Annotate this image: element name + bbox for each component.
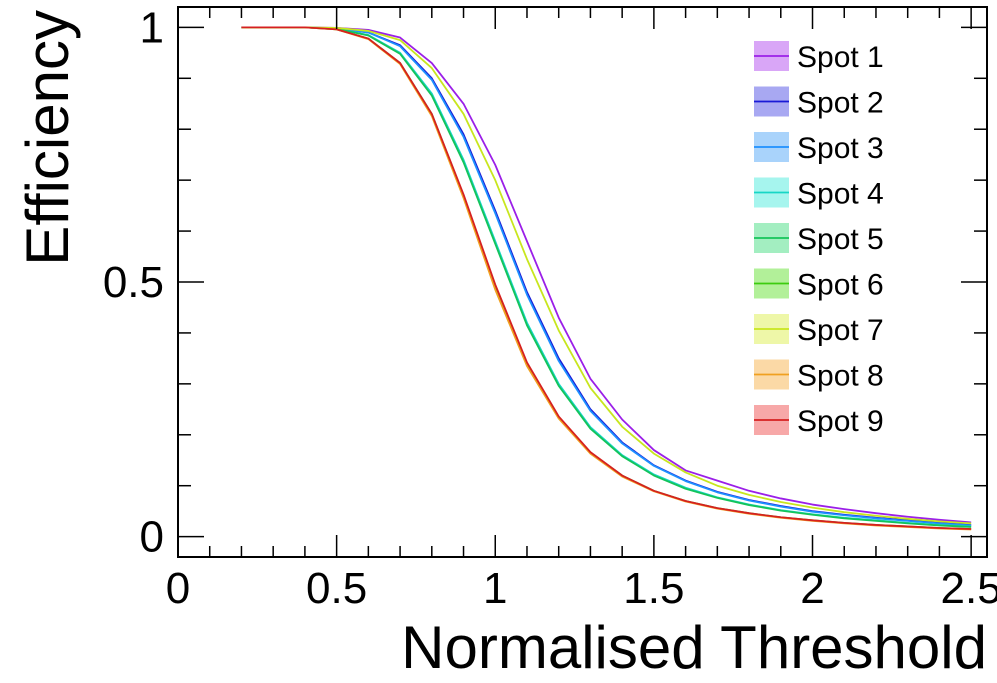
x-tick-label: 0.5: [306, 564, 367, 613]
legend-label: Spot 8: [797, 360, 884, 393]
legend: Spot 1 Spot 2 Spot 3 Spot 4 Spot 5 Spot 6 Spot…: [754, 41, 884, 438]
legend-entry-spot-7: Spot 7: [754, 314, 884, 347]
y-tick-label: 0.5: [103, 258, 164, 307]
legend-label: Spot 7: [797, 314, 884, 347]
y-tick-label: 0: [140, 513, 164, 562]
x-tick-label: 0: [166, 564, 190, 613]
axis-tick-labels: 0 0.5 1 1.5 2 2.5 0 0.5 1: [103, 3, 997, 613]
x-tick-label: 1.5: [623, 564, 684, 613]
series-line-spot-7: [241, 26, 972, 525]
curves-layer: [241, 26, 972, 531]
legend-entry-spot-2: Spot 2: [754, 86, 884, 120]
axis-ticks: [177, 7, 987, 557]
legend-entry-spot-8: Spot 8: [754, 359, 884, 393]
y-axis-label: Efficiency: [14, 10, 81, 266]
x-axis-label: Normalised Threshold: [401, 614, 987, 678]
legend-entry-spot-5: Spot 5: [754, 223, 884, 256]
x-tick-label: 1: [483, 564, 507, 613]
legend-label: Spot 3: [797, 132, 884, 165]
legend-label: Spot 6: [797, 269, 884, 302]
legend-label: Spot 2: [797, 87, 884, 120]
legend-entry-spot-4: Spot 4: [754, 177, 884, 211]
series-line-spot-1: [241, 26, 972, 524]
legend-label: Spot 9: [797, 405, 884, 438]
legend-entry-spot-6: Spot 6: [754, 268, 884, 302]
x-tick-label: 2.5: [941, 564, 997, 613]
legend-entry-spot-9: Spot 9: [754, 405, 884, 438]
legend-entry-spot-3: Spot 3: [754, 132, 884, 165]
legend-entry-spot-1: Spot 1: [754, 41, 884, 74]
legend-label: Spot 5: [797, 223, 884, 256]
series-line-spot-9: [241, 26, 972, 530]
series-line-spot-3: [241, 26, 972, 527]
legend-label: Spot 4: [797, 178, 884, 211]
series-line-spot-5: [241, 26, 972, 528]
legend-label: Spot 1: [797, 41, 884, 74]
x-tick-label: 2: [800, 564, 824, 613]
y-tick-label: 1: [140, 3, 164, 52]
